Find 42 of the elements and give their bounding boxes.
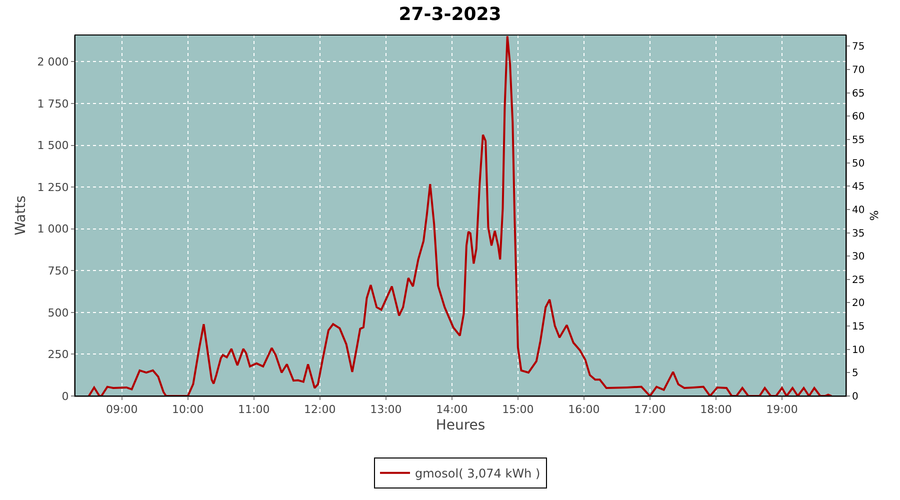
y-tick-label: 1 250 — [37, 180, 69, 194]
y2-tick-label: 75 — [852, 42, 865, 53]
legend-label: gmosol( 3,074 kWh ) — [415, 466, 540, 481]
y2-tick-label: 25 — [852, 274, 865, 286]
x-tick-label: 14:00 — [436, 403, 468, 416]
x-tick-label: 17:00 — [634, 403, 666, 416]
x-tick-label: 15:00 — [502, 403, 534, 416]
x-tick-label: 12:00 — [304, 403, 336, 416]
y2-tick-label: 40 — [852, 204, 865, 216]
y-tick-label: 2 000 — [37, 56, 69, 69]
y-tick-label: 500 — [48, 306, 69, 320]
x-tick-label: 11:00 — [238, 403, 270, 416]
y2-tick-label: 60 — [852, 112, 865, 123]
y2-tick-label: 70 — [852, 65, 865, 76]
y-tick-label: 1 000 — [37, 222, 69, 236]
y-tick-label: 0 — [62, 390, 69, 403]
y-tick-label: 750 — [48, 264, 69, 278]
chart-title: 27-3-2023 — [398, 4, 502, 26]
y2-tick-label: 15 — [852, 322, 865, 333]
x-tick-label: 16:00 — [568, 403, 600, 416]
y2-tick-label: 0 — [852, 392, 858, 402]
y2-tick-label: 20 — [852, 298, 865, 310]
y2-tick-label: 50 — [852, 158, 865, 170]
x-tick-label: 10:00 — [172, 403, 204, 416]
line-series — [88, 35, 832, 396]
y2-tick-label: 10 — [852, 344, 865, 356]
y2-tick-label: 5 — [852, 368, 858, 380]
x-tick-label: 13:00 — [370, 403, 402, 416]
y2-tick-label: 65 — [852, 88, 865, 100]
x-tick-label: 19:00 — [766, 403, 798, 416]
y2-tick-label: 35 — [852, 228, 865, 240]
y2-tick-label: 55 — [852, 134, 865, 146]
x-tick-label: 18:00 — [700, 403, 732, 416]
y-tick-label: 250 — [48, 348, 69, 362]
y2-tick-label: 30 — [852, 252, 865, 263]
y-tick-label: 1 750 — [37, 97, 69, 110]
y-tick-label: 1 500 — [37, 139, 69, 152]
x-tick-label: 09:00 — [106, 403, 138, 416]
y2-axis-title: % — [868, 210, 881, 221]
y-axis-title: Watts — [12, 196, 29, 236]
x-axis-title: Heures — [436, 418, 486, 434]
y2-tick-label: 45 — [852, 182, 865, 193]
